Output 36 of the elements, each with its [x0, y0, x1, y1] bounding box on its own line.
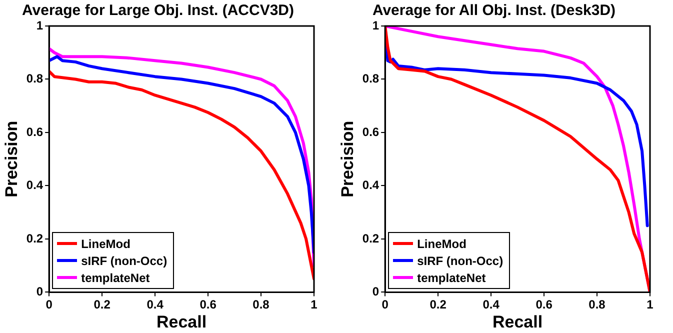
- legend-label: sIRF (non-Occ): [417, 254, 504, 268]
- x-tick-label: 0: [46, 298, 53, 312]
- y-tick-label: 0.2: [26, 231, 44, 246]
- legend-label: LineMod: [81, 236, 130, 251]
- y-tick-label: 0: [36, 284, 44, 299]
- y-tick-label: 0.8: [26, 72, 44, 86]
- x-axis-title: Recall: [492, 312, 543, 332]
- legend-label: templateNet: [81, 270, 150, 285]
- y-tick-label: 0.6: [26, 124, 44, 139]
- x-tick-label: 0.8: [252, 298, 270, 312]
- legend-label: sIRF (non-Occ): [81, 254, 168, 268]
- y-tick-label: 0.8: [362, 72, 380, 86]
- x-tick-label: 0.4: [146, 298, 164, 312]
- chart-title: Average for All Obj. Inst. (Desk3D): [372, 2, 616, 20]
- x-tick-label: 0.2: [430, 298, 447, 312]
- y-tick-label: 1: [36, 18, 44, 32]
- y-tick-label: 0: [372, 284, 380, 299]
- legend-label: LineMod: [417, 236, 466, 251]
- y-tick-label: 0.6: [362, 124, 380, 139]
- legend-label: templateNet: [417, 270, 486, 285]
- x-tick-label: 0.4: [482, 298, 500, 312]
- y-tick-label: 1: [372, 18, 380, 32]
- y-tick-label: 0.4: [26, 178, 44, 192]
- x-tick-label: 0.6: [536, 298, 553, 312]
- y-tick-label: 0.4: [362, 178, 380, 192]
- x-tick-label: 0: [382, 298, 389, 312]
- chart-title: Average for Large Obj. Inst. (ACCV3D): [22, 2, 294, 20]
- x-tick-label: 0.2: [94, 298, 111, 312]
- y-axis-title: Precision: [2, 120, 21, 198]
- x-axis-title: Recall: [156, 312, 207, 332]
- y-tick-label: 0.2: [362, 231, 380, 246]
- x-tick-label: 1: [646, 298, 654, 312]
- y-axis-title: Precision: [338, 120, 357, 198]
- x-tick-label: 0.6: [200, 298, 217, 312]
- x-tick-label: 1: [310, 298, 318, 312]
- x-tick-label: 0.8: [588, 298, 606, 312]
